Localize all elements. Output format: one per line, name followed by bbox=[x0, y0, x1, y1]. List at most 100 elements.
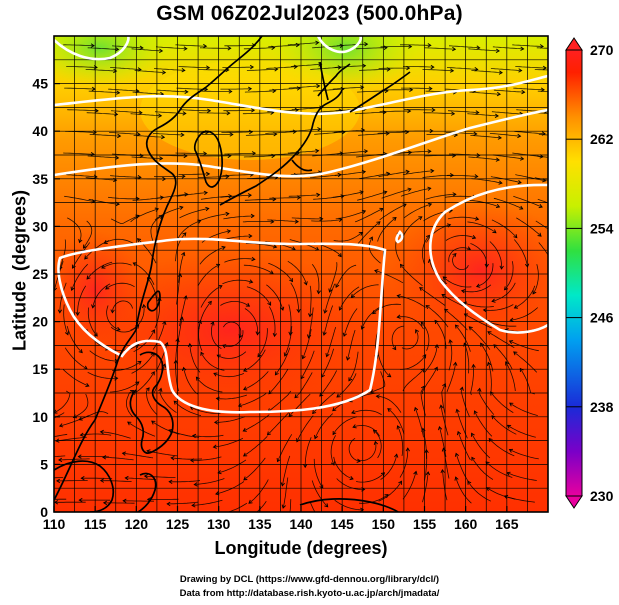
streamline-arrow bbox=[226, 229, 232, 234]
colorbar-top-arrow bbox=[565, 37, 583, 51]
contour-east-small bbox=[395, 230, 404, 244]
streamline-arrow bbox=[168, 429, 173, 434]
streamline-arrow bbox=[181, 68, 186, 73]
streamline bbox=[425, 193, 456, 200]
streamline bbox=[377, 131, 409, 134]
streamline bbox=[321, 348, 335, 378]
streamline-arrow bbox=[335, 283, 340, 288]
streamline bbox=[288, 393, 311, 417]
streamline bbox=[493, 344, 513, 370]
streamline-arrow bbox=[158, 215, 163, 220]
streamline bbox=[421, 235, 430, 265]
streamline bbox=[335, 210, 366, 220]
streamline bbox=[177, 220, 201, 240]
streamline-arrow bbox=[349, 476, 354, 481]
streamline-arrow bbox=[179, 205, 184, 211]
streamline bbox=[313, 88, 344, 92]
streamline bbox=[200, 285, 223, 308]
streamline bbox=[402, 471, 417, 500]
streamline bbox=[513, 87, 545, 91]
streamline bbox=[100, 480, 132, 482]
streamline-arrow bbox=[433, 366, 438, 371]
streamline bbox=[175, 152, 207, 154]
streamline bbox=[102, 456, 134, 461]
streamline bbox=[324, 283, 336, 314]
streamline bbox=[275, 347, 291, 376]
streamline bbox=[509, 402, 538, 416]
streamline bbox=[154, 111, 186, 114]
streamline-arrow bbox=[396, 425, 401, 430]
streamline bbox=[468, 156, 500, 161]
streamline bbox=[480, 343, 494, 372]
streamline-arrow bbox=[151, 329, 156, 334]
colorbar-bottom-arrow bbox=[565, 495, 583, 509]
streamline-arrow bbox=[193, 482, 198, 487]
contour-north bbox=[54, 74, 548, 116]
streamline-arrow bbox=[54, 500, 59, 505]
streamline bbox=[86, 261, 113, 280]
streamline-arrow bbox=[215, 491, 220, 496]
streamline-arrow bbox=[358, 231, 364, 236]
streamline-arrow bbox=[323, 309, 328, 314]
streamline bbox=[374, 270, 404, 284]
coast-japan bbox=[219, 63, 351, 206]
streamline-arrow bbox=[427, 43, 432, 48]
streamline bbox=[492, 46, 524, 50]
streamline bbox=[287, 260, 307, 285]
streamline-arrow bbox=[419, 287, 424, 291]
streamline-arrow bbox=[425, 234, 430, 239]
streamline-arrow bbox=[249, 64, 255, 70]
streamline bbox=[423, 112, 455, 115]
streamline-arrow bbox=[430, 64, 435, 70]
streamline-arrow bbox=[364, 149, 369, 154]
streamline bbox=[361, 306, 382, 330]
streamline-arrow bbox=[315, 40, 320, 45]
coast-asia-mainland bbox=[54, 36, 263, 501]
streamline bbox=[109, 132, 140, 135]
streamline-arrow bbox=[64, 331, 70, 336]
streamline bbox=[314, 131, 345, 135]
streamline-arrow bbox=[539, 44, 544, 49]
streamline-arrow bbox=[206, 108, 212, 113]
streamline-arrow bbox=[398, 480, 402, 485]
streamline-arrow bbox=[116, 326, 121, 332]
streamline-arrow bbox=[116, 90, 121, 95]
streamline-arrow bbox=[332, 430, 337, 436]
streamline-arrow bbox=[54, 409, 58, 414]
streamline bbox=[223, 321, 242, 338]
streamline bbox=[457, 431, 471, 461]
streamline-arrow bbox=[459, 386, 464, 391]
streamline-arrow bbox=[136, 238, 142, 243]
credit-drawing: Drawing by DCL (https://www.gfd-dennou.o… bbox=[179, 574, 440, 585]
streamline bbox=[282, 477, 289, 509]
streamline-arrow bbox=[498, 180, 503, 185]
streamline bbox=[314, 413, 333, 439]
streamline bbox=[447, 175, 478, 177]
streamline bbox=[211, 321, 222, 350]
streamline bbox=[370, 371, 386, 393]
streamline bbox=[130, 113, 162, 117]
streamline bbox=[88, 90, 120, 94]
streamline-arrow bbox=[415, 329, 420, 334]
streamline-arrow bbox=[205, 171, 211, 177]
streamline-arrow bbox=[449, 68, 455, 73]
streamline-arrow bbox=[420, 321, 425, 326]
streamline-arrow bbox=[499, 265, 504, 270]
contour-mid bbox=[54, 108, 548, 178]
streamline bbox=[291, 217, 323, 220]
streamline bbox=[483, 304, 514, 311]
streamline-arrow bbox=[460, 289, 466, 294]
streamline bbox=[269, 197, 301, 199]
streamline-arrow bbox=[32, 477, 35, 481]
streamline-arrow bbox=[360, 325, 365, 330]
streamline-arrow bbox=[348, 377, 353, 382]
streamline bbox=[267, 219, 299, 223]
streamline bbox=[245, 133, 277, 136]
streamline-arrow bbox=[519, 367, 524, 373]
streamline bbox=[268, 44, 300, 48]
streamline bbox=[66, 174, 97, 178]
streamline-arrow bbox=[157, 113, 163, 118]
streamline bbox=[490, 68, 522, 71]
streamline bbox=[110, 324, 139, 333]
